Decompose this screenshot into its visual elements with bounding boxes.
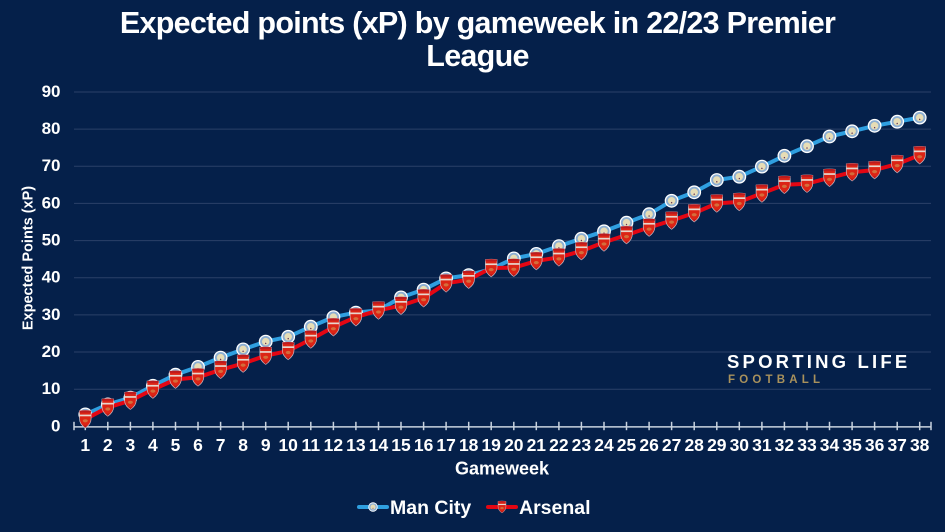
svg-text:90: 90: [42, 82, 61, 101]
svg-text:22: 22: [549, 435, 569, 455]
svg-text:6: 6: [193, 435, 203, 455]
svg-text:50: 50: [42, 231, 61, 250]
svg-text:Man City: Man City: [390, 497, 471, 519]
svg-text:30: 30: [42, 305, 61, 324]
svg-text:32: 32: [775, 435, 795, 455]
svg-text:4: 4: [148, 435, 158, 455]
svg-text:10: 10: [42, 379, 61, 398]
svg-text:29: 29: [707, 435, 727, 455]
svg-text:15: 15: [391, 435, 411, 455]
svg-text:SPORTING LIFE: SPORTING LIFE: [727, 351, 910, 372]
svg-text:70: 70: [42, 156, 61, 175]
svg-text:18: 18: [459, 435, 479, 455]
svg-text:Gameweek: Gameweek: [455, 459, 550, 479]
svg-text:37: 37: [887, 435, 906, 455]
svg-text:28: 28: [684, 435, 704, 455]
svg-text:24: 24: [594, 435, 614, 455]
svg-text:2: 2: [103, 435, 113, 455]
svg-text:FOOTBALL: FOOTBALL: [728, 374, 824, 386]
svg-text:27: 27: [662, 435, 681, 455]
svg-text:5: 5: [171, 435, 181, 455]
svg-text:1: 1: [80, 435, 90, 455]
svg-text:3: 3: [126, 435, 136, 455]
svg-text:21: 21: [527, 435, 547, 455]
svg-text:19: 19: [481, 435, 501, 455]
svg-text:11: 11: [302, 435, 321, 455]
svg-text:13: 13: [346, 435, 366, 455]
svg-text:34: 34: [820, 435, 840, 455]
svg-text:33: 33: [797, 435, 817, 455]
svg-text:30: 30: [730, 435, 750, 455]
svg-text:17: 17: [436, 435, 455, 455]
svg-text:16: 16: [414, 435, 434, 455]
svg-text:36: 36: [865, 435, 885, 455]
svg-text:20: 20: [42, 342, 61, 361]
svg-text:40: 40: [42, 268, 61, 287]
svg-text:31: 31: [752, 435, 772, 455]
svg-text:60: 60: [42, 193, 61, 212]
svg-text:23: 23: [572, 435, 592, 455]
svg-text:35: 35: [842, 435, 862, 455]
svg-text:Expected Points (xP): Expected Points (xP): [21, 186, 37, 330]
svg-text:10: 10: [278, 435, 298, 455]
svg-text:38: 38: [910, 435, 930, 455]
svg-text:Arsenal: Arsenal: [519, 497, 591, 519]
svg-text:0: 0: [51, 416, 60, 435]
svg-text:8: 8: [238, 435, 248, 455]
svg-text:20: 20: [504, 435, 524, 455]
svg-text:14: 14: [369, 435, 389, 455]
svg-text:26: 26: [639, 435, 659, 455]
svg-text:12: 12: [324, 435, 344, 455]
svg-text:25: 25: [617, 435, 637, 455]
svg-text:7: 7: [216, 435, 226, 455]
svg-text:9: 9: [261, 435, 271, 455]
svg-text:80: 80: [42, 119, 61, 138]
